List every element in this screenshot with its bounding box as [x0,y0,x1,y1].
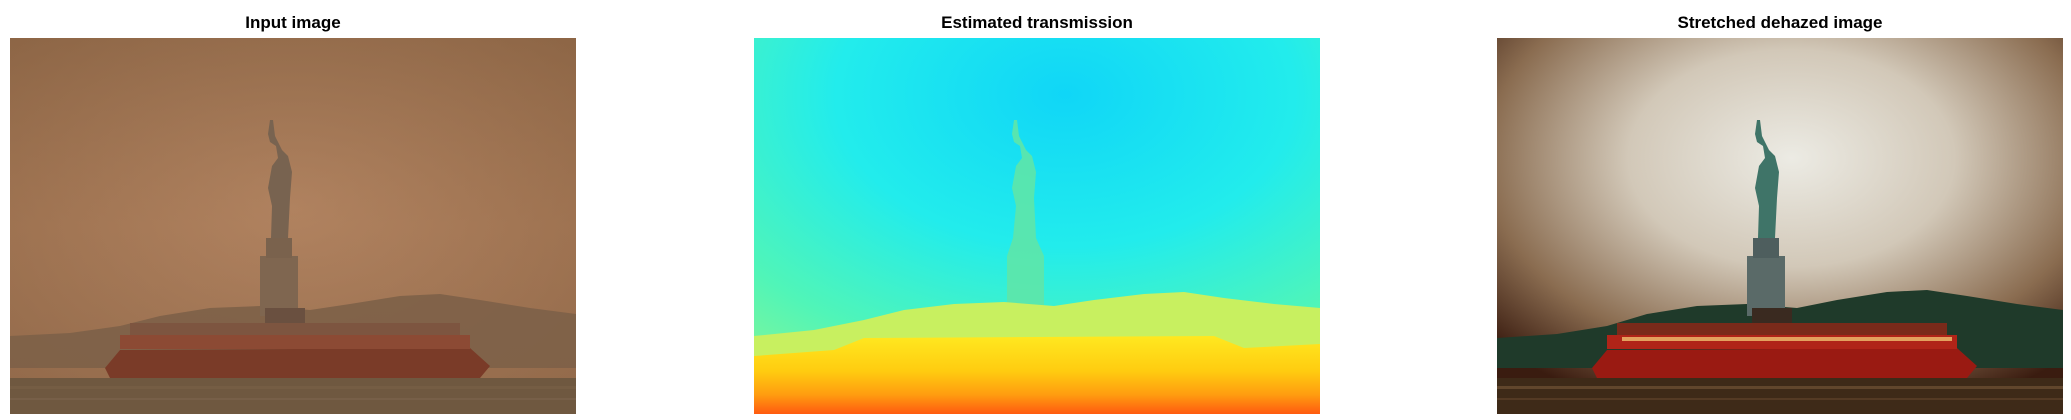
panel-title-transmission: Estimated transmission [941,13,1133,32]
transmission-map [754,38,1320,414]
input-image [10,38,576,414]
panel-title-input: Input image [245,13,341,32]
dehazed-image [1497,38,2063,414]
panel-title-dehazed: Stretched dehazed image [1677,13,1883,32]
